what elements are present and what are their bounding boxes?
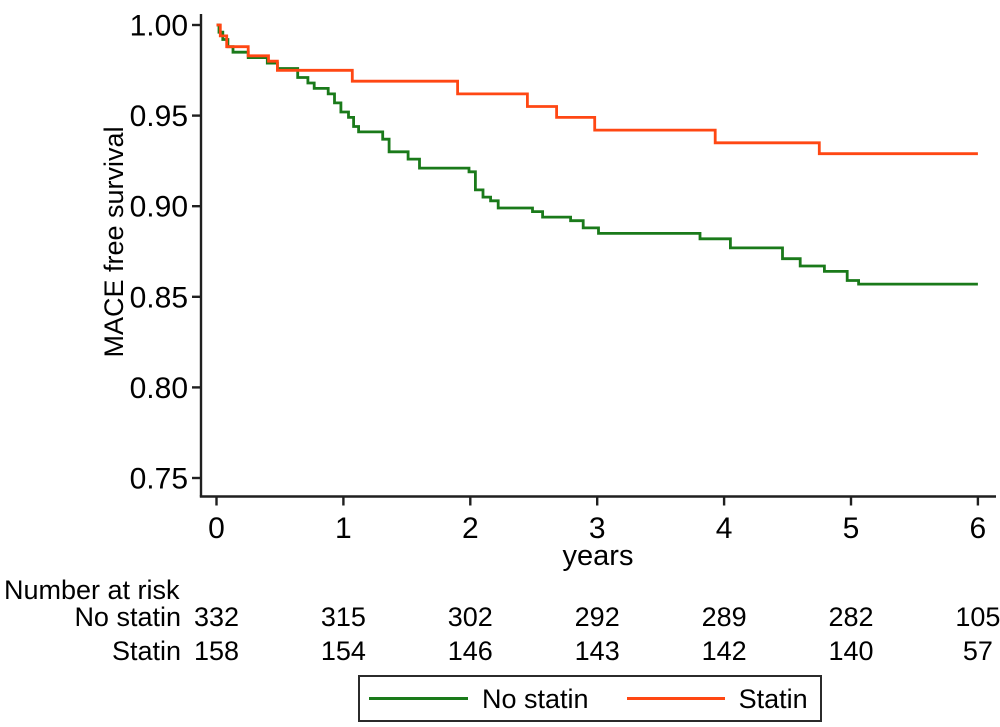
legend-line-statin <box>626 697 725 700</box>
axes: 0.75 0.80 0.85 0.90 0.95 1.00 0 1 2 3 4 5 6 <box>130 10 996 545</box>
risk-count: 302 <box>447 602 493 632</box>
x-tick-label: 3 <box>589 512 606 545</box>
risk-count: 57 <box>962 636 993 666</box>
risk-count: 154 <box>320 636 366 666</box>
x-tick-label: 0 <box>208 512 225 545</box>
risk-count: 282 <box>828 602 874 632</box>
risk-count: 142 <box>701 636 747 666</box>
legend: No statin Statin <box>358 675 822 722</box>
y-tick-label: 0.85 <box>130 281 188 314</box>
risk-count: 140 <box>828 636 874 666</box>
legend-line-no-statin <box>369 697 468 700</box>
risk-count: 292 <box>574 602 620 632</box>
risk-count: 143 <box>574 636 620 666</box>
y-tick-label: 0.80 <box>130 372 188 405</box>
risk-count: 105 <box>955 602 1000 632</box>
risk-count: 332 <box>193 602 240 632</box>
legend-label-no-statin: No statin <box>482 683 589 714</box>
y-tick-label: 0.95 <box>130 100 188 133</box>
number-at-risk-header: Number at risk <box>4 575 180 605</box>
risk-count: 158 <box>193 636 240 666</box>
y-tick-label: 0.75 <box>130 463 188 496</box>
km-curve-no-statin <box>216 23 978 286</box>
risk-count: 146 <box>447 636 493 666</box>
risk-count: 289 <box>701 602 747 632</box>
x-tick-label: 1 <box>335 512 352 545</box>
risk-count: 315 <box>320 602 366 632</box>
km-curve-statin <box>216 23 978 156</box>
y-axis-title: MACE free survival <box>99 126 129 358</box>
legend-label-statin: Statin <box>738 683 808 714</box>
x-axis-title: years <box>562 540 634 572</box>
risk-row-label: No statin <box>74 602 181 632</box>
x-tick-label: 6 <box>970 512 987 545</box>
y-tick-label: 1.00 <box>130 10 188 43</box>
risk-row-label: Statin <box>111 636 181 666</box>
x-tick-label: 5 <box>843 512 860 545</box>
y-tick-label: 0.90 <box>130 191 188 224</box>
x-tick-label: 2 <box>462 512 479 545</box>
x-tick-label: 4 <box>716 512 733 545</box>
